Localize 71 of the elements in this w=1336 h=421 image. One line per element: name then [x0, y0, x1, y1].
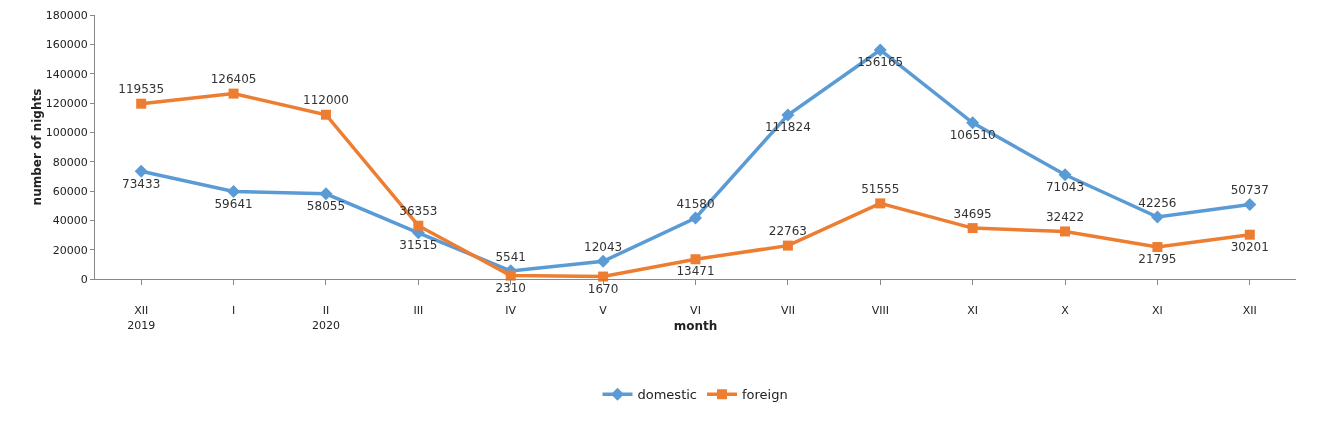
point	[228, 88, 239, 99]
point	[227, 185, 241, 199]
x-tick-label: VII	[780, 304, 795, 318]
x-tick-label: III	[413, 304, 424, 318]
point	[689, 211, 702, 225]
data-label: 34695	[953, 206, 992, 221]
data-label: 31515	[399, 238, 438, 253]
x-tick-label: II 2020	[311, 304, 340, 332]
point	[781, 108, 795, 122]
x-tick-label: XI	[1152, 304, 1163, 318]
y-tick-label: 140000	[45, 67, 88, 81]
point	[1058, 168, 1072, 182]
data-label: 51555	[861, 182, 900, 197]
point	[690, 254, 701, 265]
point	[967, 223, 978, 234]
x-tick-label: XI	[967, 304, 979, 318]
y-tick-label: 20000	[52, 243, 88, 257]
y-axis-title: number of nights	[29, 88, 44, 206]
data-label: 106510	[949, 128, 996, 143]
point	[1060, 226, 1071, 237]
data-label: 42256	[1138, 195, 1177, 210]
x-tick-label: I	[231, 304, 236, 318]
point	[875, 198, 886, 209]
y-tick-label: 40000	[52, 214, 88, 228]
data-label: 5541	[495, 249, 526, 264]
data-label: 73433	[122, 176, 161, 191]
legend-label: domestic	[637, 387, 697, 403]
point	[1243, 198, 1257, 212]
data-label: 22763	[768, 224, 807, 239]
point	[873, 43, 887, 57]
x-tick-label: IV	[505, 304, 517, 318]
x-axis-title: month	[673, 319, 718, 334]
x-tick-label: XII	[1242, 304, 1257, 318]
point	[1244, 229, 1255, 240]
y-tick-label: 80000	[52, 155, 88, 169]
point	[134, 164, 148, 178]
x-tick-label: V	[599, 304, 608, 318]
y-tick-label: 180000	[45, 8, 88, 22]
x-tick-label: X	[1061, 304, 1070, 318]
data-label: 58055	[306, 199, 346, 214]
point	[596, 254, 610, 268]
data-label: 2310	[495, 280, 526, 295]
data-label: 71043	[1045, 180, 1085, 195]
point	[782, 240, 793, 251]
point	[966, 116, 980, 130]
point	[1152, 242, 1163, 253]
data-label: 119535	[118, 82, 165, 97]
data-label: 12043	[584, 240, 623, 255]
y-tick-label: 100000	[45, 126, 88, 140]
data-label: 1670	[587, 281, 619, 296]
y-tick-label: 120000	[45, 96, 88, 110]
point	[320, 109, 331, 120]
point	[136, 98, 147, 109]
data-label: 32422	[1045, 210, 1085, 225]
legend-label: foreign	[742, 387, 788, 403]
data-label: 126405	[210, 72, 257, 87]
point	[413, 220, 424, 231]
x-tick-label: XII 2019	[127, 304, 156, 332]
data-label: 50737	[1230, 183, 1269, 198]
data-label: 59641	[214, 196, 253, 211]
y-tick-label: 160000	[45, 38, 88, 52]
data-label: 21795	[1138, 252, 1177, 267]
point	[319, 187, 333, 201]
y-tick-label: 60000	[52, 184, 88, 198]
data-label: 13471	[676, 264, 715, 279]
data-label: 30201	[1230, 239, 1269, 254]
x-tick-label: VI	[690, 304, 701, 318]
y-tick-label: 0	[80, 272, 88, 286]
data-label: 112000	[303, 93, 349, 108]
x-tick-label: VIII	[871, 304, 889, 318]
point	[1150, 210, 1164, 224]
